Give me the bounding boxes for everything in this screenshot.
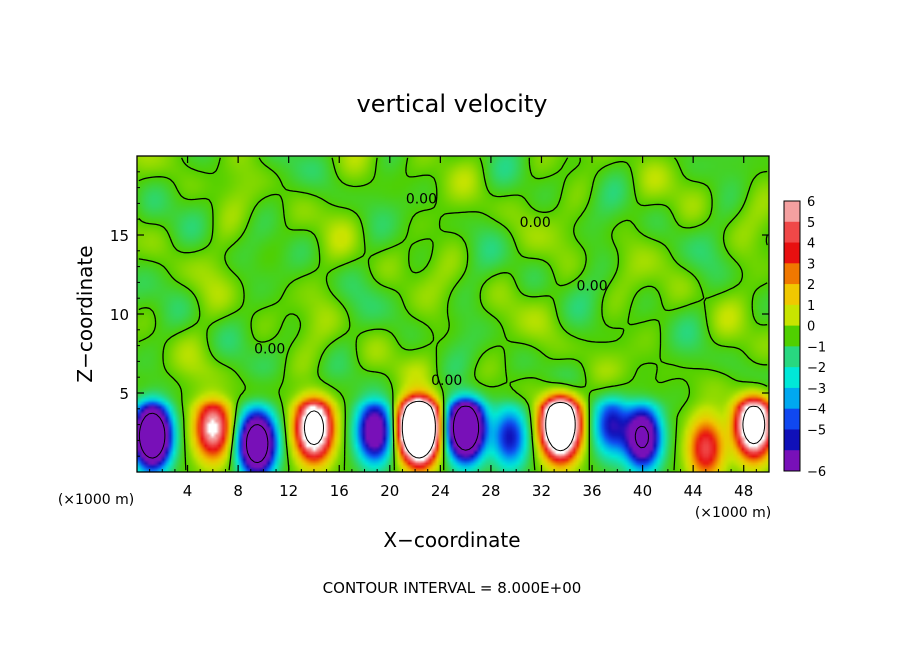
contour-line	[138, 405, 649, 464]
colorbar-swatch	[784, 408, 800, 430]
colorbar-label: 6	[807, 195, 815, 210]
colorbar-swatch	[784, 304, 800, 327]
contour-label: 0.00	[254, 342, 285, 358]
colorbar-label: −6	[807, 465, 826, 480]
colorbar-label: 1	[807, 299, 815, 314]
colorbar: 6 5 4 3 2 1 0 −1 −2 −3 −4 −5 −6	[783, 195, 826, 480]
x-tick-label: 20	[380, 482, 399, 500]
contour-label: 0.00	[406, 191, 437, 207]
y-tick-label: 15	[110, 227, 129, 245]
x-unit-label-left: (×1000 m)	[58, 492, 134, 508]
colorbar-label: 0	[807, 320, 815, 335]
y-axis-label: Z−coordinate	[73, 245, 97, 382]
contour-labels: 0.00 0.00 0.00 0.00 0.00	[254, 191, 607, 389]
x-axis-label: X−coordinate	[383, 528, 520, 552]
velocity-field-image	[137, 156, 769, 472]
colorbar-frame	[783, 200, 801, 472]
colorbar-label: −5	[807, 423, 826, 438]
colorbar-label: 3	[807, 257, 815, 272]
chart-title: vertical velocity	[357, 90, 548, 118]
colorbar-label: 4	[807, 237, 815, 252]
colorbar-label: −1	[807, 340, 826, 355]
x-unit-label-right: (×1000 m)	[695, 505, 771, 521]
colorbar-swatch	[784, 325, 800, 347]
colorbar-label: 5	[807, 216, 815, 231]
x-tick-label: 44	[684, 482, 703, 500]
x-tick-label: 40	[633, 482, 652, 500]
y-tick-label: 5	[119, 385, 129, 403]
contour-label: 0.00	[520, 215, 551, 231]
x-tick-label: 36	[582, 482, 601, 500]
colorbar-swatch	[784, 450, 800, 472]
x-tick-label: 32	[532, 482, 551, 500]
y-axis: 5 10 15	[110, 171, 769, 457]
y-tick-label: 10	[110, 306, 129, 324]
x-tick-label: 8	[233, 482, 243, 500]
colorbar-swatch	[784, 201, 800, 223]
contour-label: 0.00	[576, 278, 607, 294]
contour-line	[303, 400, 766, 459]
contour-lines	[138, 157, 768, 471]
x-tick-label: 12	[279, 482, 298, 500]
colorbar-swatch	[784, 284, 800, 306]
colorbar-label: 2	[807, 278, 815, 293]
contour-line	[138, 157, 768, 471]
colorbar-label: −2	[807, 361, 826, 376]
colorbar-swatch	[784, 346, 800, 368]
colorbar-swatch	[784, 367, 800, 389]
x-tick-label: 28	[481, 482, 500, 500]
colorbar-swatch	[784, 429, 800, 451]
colorbar-swatch	[784, 263, 800, 285]
colorbar-label: −3	[807, 382, 826, 397]
colorbar-swatch	[784, 242, 800, 264]
contour-label: 0.00	[431, 373, 462, 389]
x-tick-label: 24	[431, 482, 450, 500]
x-axis: 4 8 12 16 20 24 28 32 36 40 44 48	[149, 156, 757, 500]
x-tick-label: 48	[734, 482, 753, 500]
x-tick-label: 16	[330, 482, 349, 500]
colorbar-swatch	[784, 221, 800, 244]
plot-area: 0.00 0.00 0.00 0.00 0.00	[136, 155, 770, 473]
contour-interval-note: CONTOUR INTERVAL = 8.000E+00	[323, 579, 582, 597]
x-tick-label: 4	[183, 482, 193, 500]
colorbar-swatch	[784, 387, 800, 410]
colorbar-label: −4	[807, 403, 826, 418]
